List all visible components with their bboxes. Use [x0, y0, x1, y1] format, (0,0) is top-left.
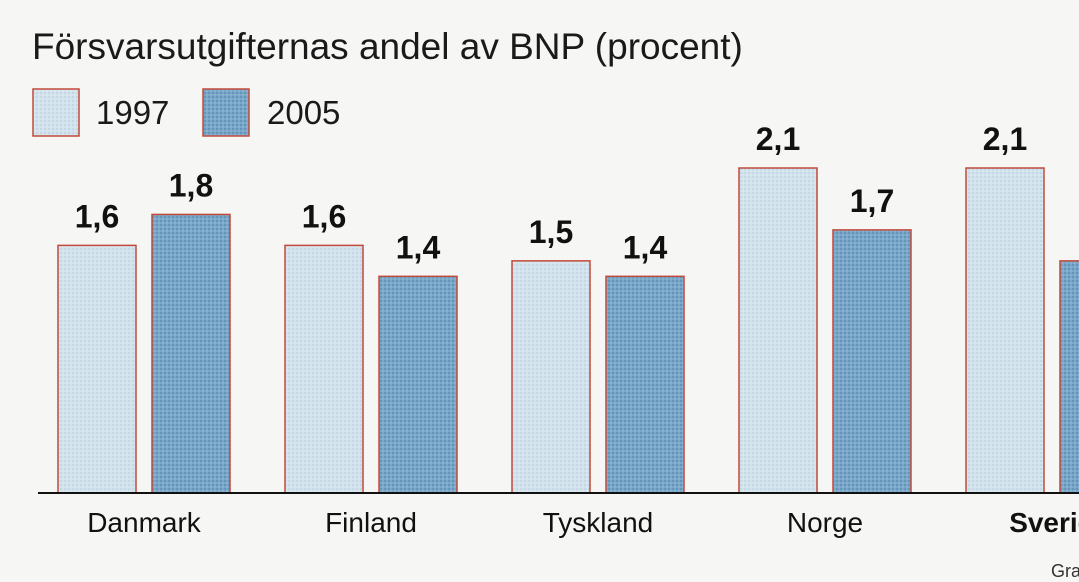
- value-label-norge-2005: 1,7: [850, 183, 894, 219]
- value-label-danmark-1997: 1,6: [75, 198, 119, 234]
- bars-group: 1,6 1,8 Danmark 1,6 1,4 Finland 1,5 1,4 Tyskland…: [57, 121, 1079, 538]
- bar-tyskland-2005: [605, 275, 685, 494]
- bar-norge-1997: [738, 167, 818, 494]
- value-label-tyskland-2005: 1,4: [623, 229, 668, 265]
- value-label-tyskland-1997: 1,5: [529, 214, 573, 250]
- category-label-tyskland: Tyskland: [543, 507, 654, 538]
- legend-swatch-1997: [32, 88, 80, 137]
- chart-title: Försvarsutgifternas andel av BNP (procen…: [32, 26, 743, 67]
- value-label-norge-1997: 2,1: [756, 121, 800, 157]
- category-label-norge: Norge: [787, 507, 863, 538]
- value-label-finland-2005: 1,4: [396, 229, 441, 265]
- bar-tyskland-1997: [511, 260, 591, 494]
- graphic-credit: Gra: [1051, 561, 1079, 581]
- value-label-sverige-1997: 2,1: [983, 121, 1027, 157]
- bar-sverige-1997: [965, 167, 1045, 494]
- legend-label-1997: 1997: [96, 94, 169, 131]
- bar-finland-2005: [378, 275, 458, 494]
- value-label-finland-1997: 1,6: [302, 198, 346, 234]
- category-label-danmark: Danmark: [87, 507, 202, 538]
- legend-label-2005: 2005: [267, 94, 340, 131]
- bar-danmark-1997: [57, 244, 137, 494]
- bar-danmark-2005: [151, 213, 231, 494]
- legend-swatch-2005: [202, 88, 250, 137]
- bar-sverige-2005: [1059, 260, 1079, 494]
- category-label-finland: Finland: [325, 507, 417, 538]
- legend: 1997 2005: [32, 88, 340, 137]
- category-label-sverige: Sverig: [1009, 507, 1079, 538]
- bar-norge-2005: [832, 229, 912, 494]
- value-label-danmark-2005: 1,8: [169, 167, 213, 203]
- bar-finland-1997: [284, 244, 364, 494]
